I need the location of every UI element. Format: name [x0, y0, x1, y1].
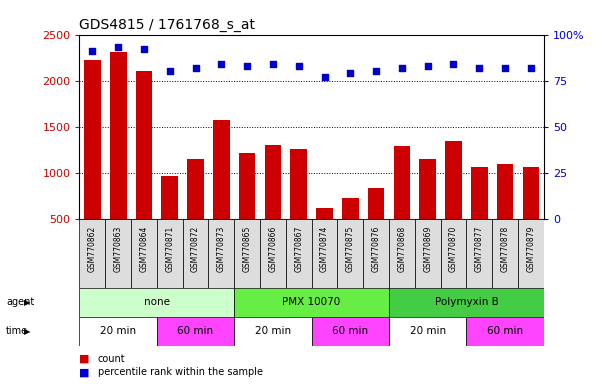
Bar [471, 167, 488, 265]
Text: 60 min: 60 min [177, 326, 214, 336]
Bar [183, 219, 208, 288]
Text: 20 min: 20 min [100, 326, 136, 336]
Point [216, 61, 226, 67]
Bar [157, 219, 183, 288]
Point [268, 61, 278, 67]
Text: GSM770868: GSM770868 [397, 226, 406, 272]
Bar [131, 219, 157, 288]
Bar [466, 219, 492, 288]
Bar [497, 164, 513, 265]
Bar [213, 120, 230, 265]
Text: GSM770876: GSM770876 [371, 226, 381, 272]
Bar [79, 288, 234, 317]
Bar [290, 149, 307, 265]
Text: percentile rank within the sample: percentile rank within the sample [98, 367, 263, 377]
Point [345, 70, 355, 76]
Text: GSM770874: GSM770874 [320, 226, 329, 272]
Bar [393, 146, 411, 265]
Text: Polymyxin B: Polymyxin B [434, 297, 499, 308]
Bar [234, 317, 312, 346]
Text: GSM770875: GSM770875 [346, 226, 355, 272]
Bar [419, 159, 436, 265]
Text: GSM770873: GSM770873 [217, 226, 226, 272]
Bar [492, 219, 518, 288]
Bar [389, 317, 466, 346]
Text: GSM770877: GSM770877 [475, 226, 484, 272]
Bar [368, 187, 384, 265]
Bar [234, 219, 260, 288]
Text: GSM770879: GSM770879 [527, 226, 535, 272]
Text: count: count [98, 354, 125, 364]
Bar [316, 208, 333, 265]
Point [371, 68, 381, 74]
Text: ■: ■ [79, 354, 90, 364]
Point [397, 65, 407, 71]
Bar [466, 317, 544, 346]
Text: agent: agent [6, 297, 34, 308]
Text: 20 min: 20 min [409, 326, 446, 336]
Text: GSM770862: GSM770862 [88, 226, 97, 272]
Bar [161, 177, 178, 265]
Text: GSM770865: GSM770865 [243, 226, 252, 272]
Bar [265, 145, 281, 265]
Bar [110, 52, 126, 265]
Point [191, 65, 200, 71]
Bar [389, 288, 544, 317]
Bar [342, 198, 359, 265]
Text: GSM770869: GSM770869 [423, 226, 432, 272]
Point [423, 63, 433, 69]
Text: ▶: ▶ [24, 298, 31, 307]
Bar [363, 219, 389, 288]
Bar [522, 167, 540, 265]
Bar [105, 219, 131, 288]
Bar [239, 154, 255, 265]
Point [294, 63, 304, 69]
Text: none: none [144, 297, 170, 308]
Text: GSM770870: GSM770870 [449, 226, 458, 272]
Text: 60 min: 60 min [332, 326, 368, 336]
Bar [157, 317, 234, 346]
Text: ▶: ▶ [24, 327, 31, 336]
Point [500, 65, 510, 71]
Bar [518, 219, 544, 288]
Bar [234, 288, 389, 317]
Bar [260, 219, 286, 288]
Text: time: time [6, 326, 28, 336]
Text: 60 min: 60 min [487, 326, 523, 336]
Text: GSM770878: GSM770878 [500, 226, 510, 272]
Bar [441, 219, 466, 288]
Text: GSM770863: GSM770863 [114, 226, 123, 272]
Bar [286, 219, 312, 288]
Point [113, 45, 123, 51]
Bar [312, 219, 337, 288]
Text: GSM770871: GSM770871 [165, 226, 174, 272]
Point [448, 61, 458, 67]
Bar [136, 71, 152, 265]
Bar [208, 219, 234, 288]
Text: GSM770867: GSM770867 [295, 226, 303, 272]
Point [139, 46, 149, 52]
Bar [337, 219, 363, 288]
Text: GSM770864: GSM770864 [139, 226, 148, 272]
Bar [79, 219, 105, 288]
Point [474, 65, 484, 71]
Bar [415, 219, 441, 288]
Point [320, 74, 329, 80]
Bar [312, 317, 389, 346]
Bar [79, 317, 157, 346]
Text: PMX 10070: PMX 10070 [282, 297, 341, 308]
Text: 20 min: 20 min [255, 326, 291, 336]
Bar [389, 219, 415, 288]
Text: GSM770866: GSM770866 [268, 226, 277, 272]
Point [87, 48, 97, 54]
Bar [84, 60, 101, 265]
Point [526, 65, 536, 71]
Text: GSM770872: GSM770872 [191, 226, 200, 272]
Text: GDS4815 / 1761768_s_at: GDS4815 / 1761768_s_at [79, 18, 255, 32]
Point [242, 63, 252, 69]
Text: ■: ■ [79, 367, 90, 377]
Point [165, 68, 175, 74]
Bar [187, 159, 204, 265]
Bar [445, 141, 462, 265]
